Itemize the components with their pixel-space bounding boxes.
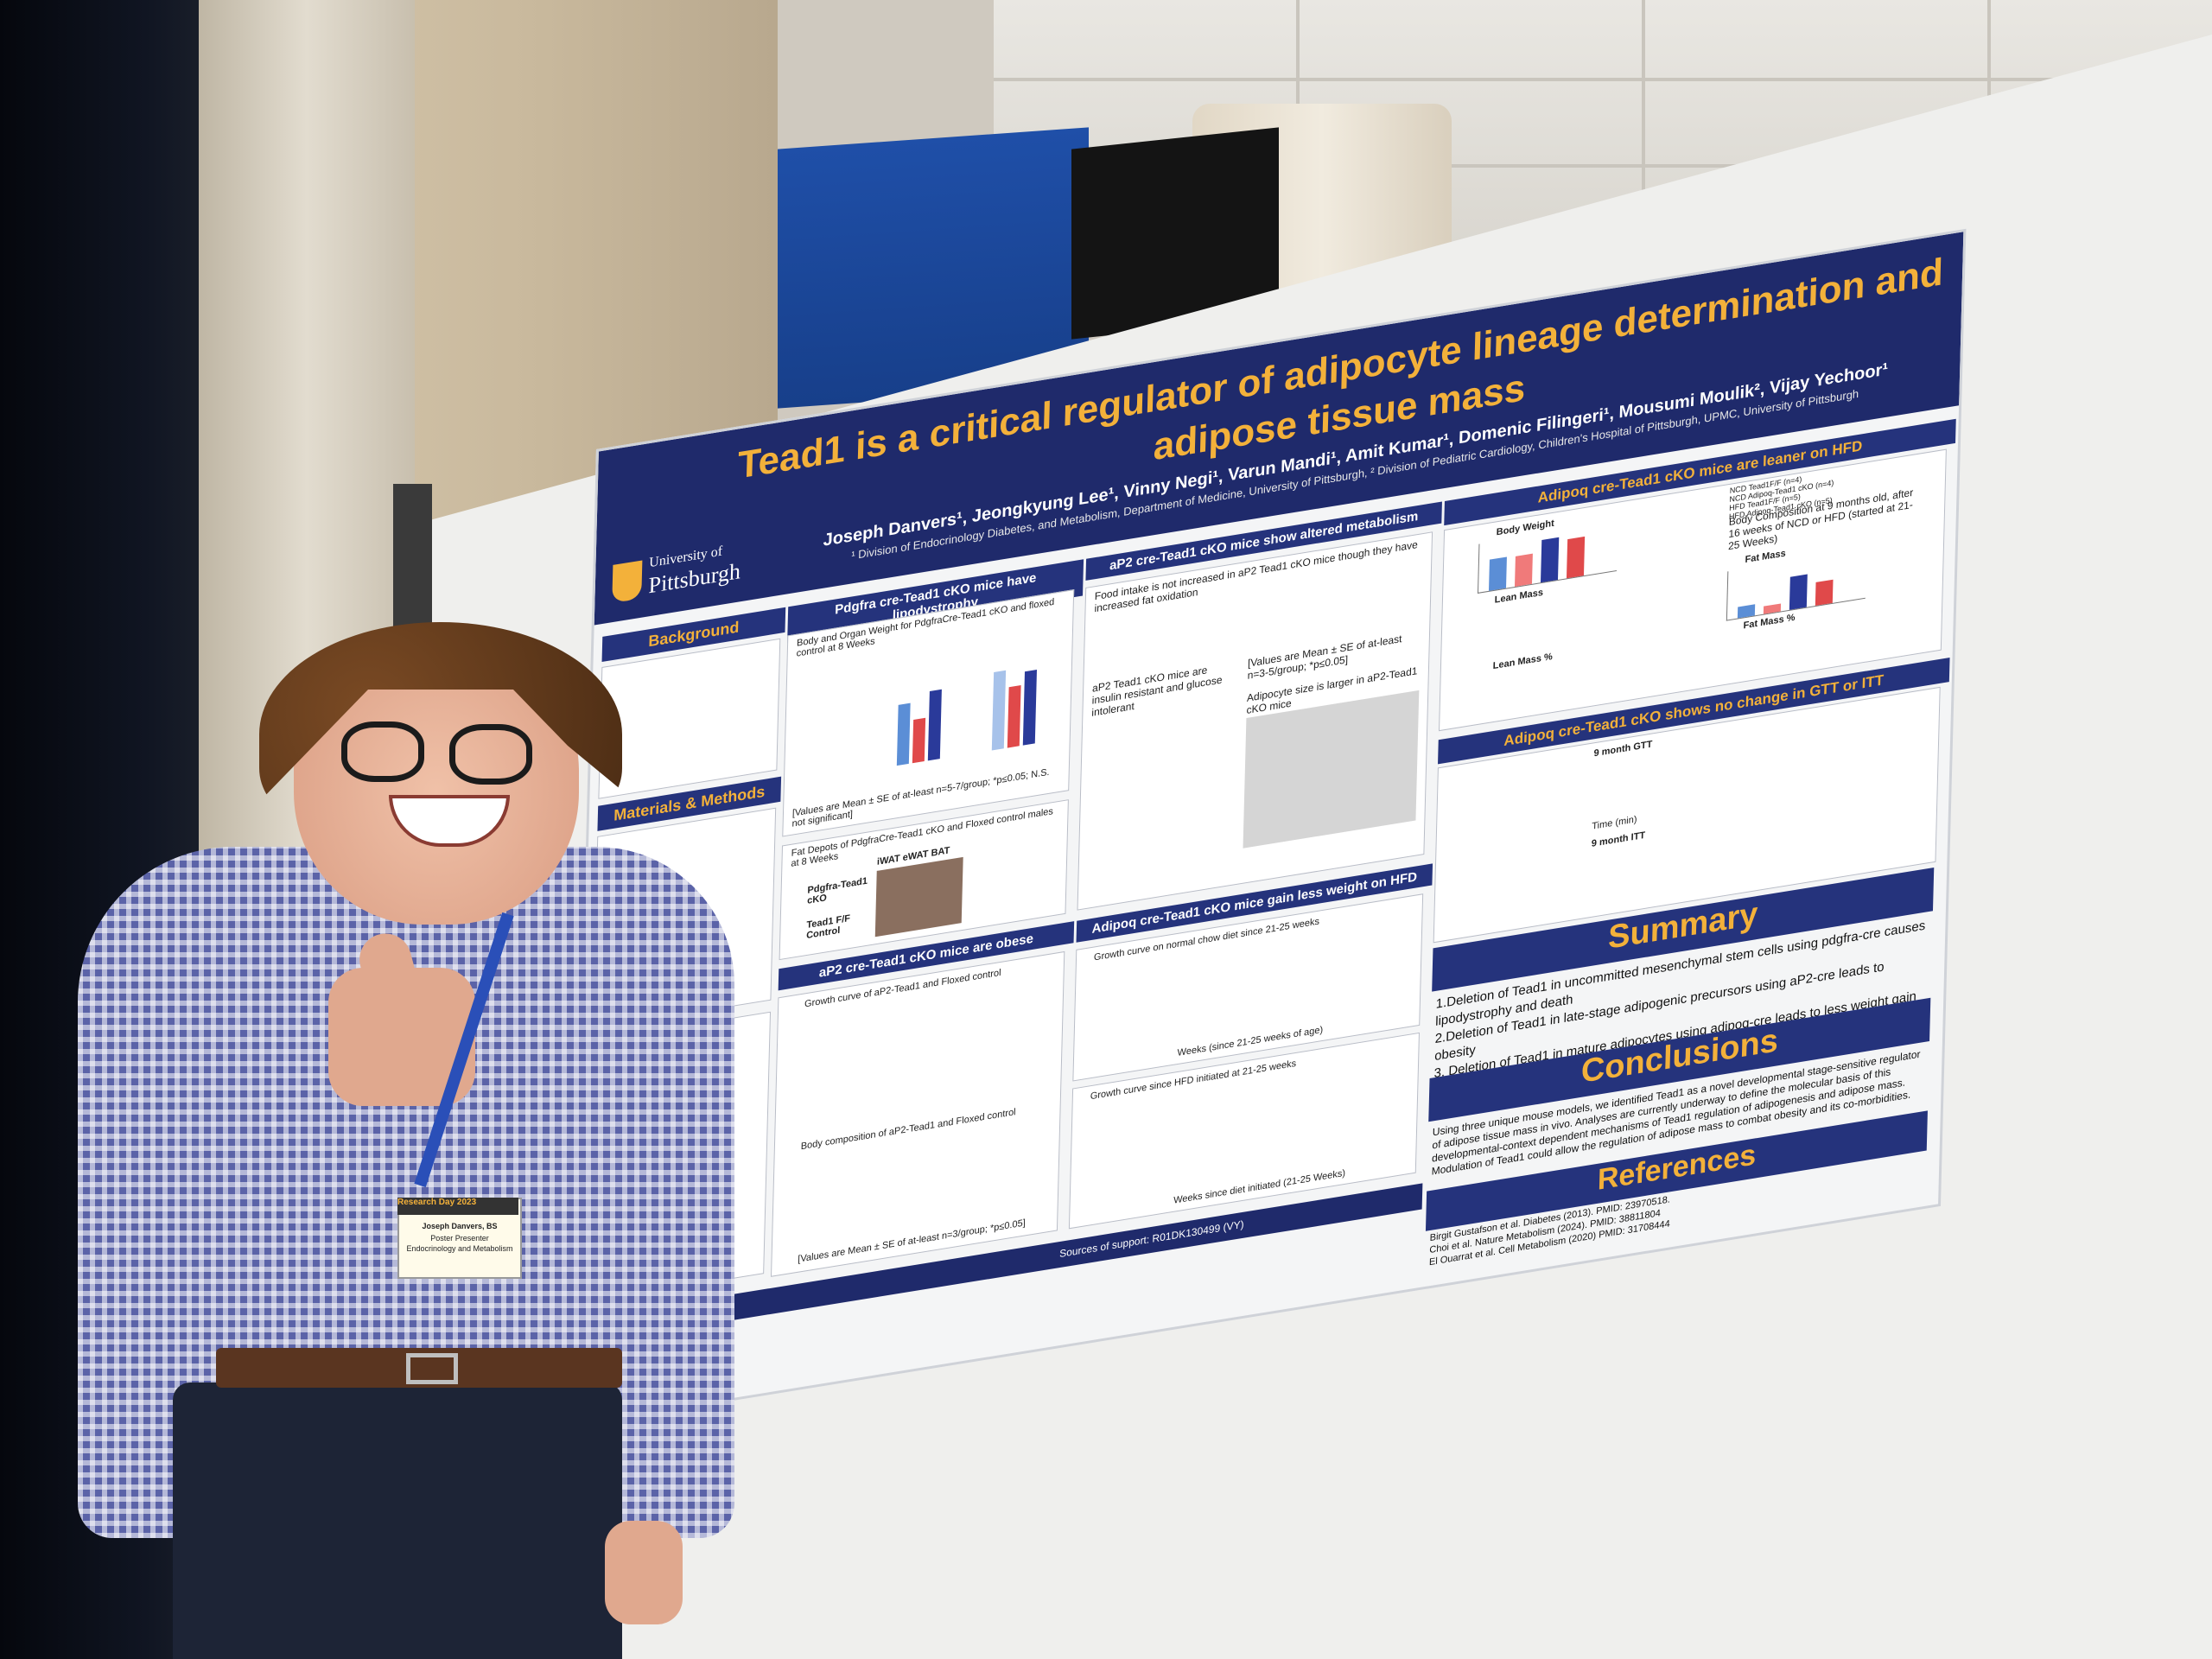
ap2-metab-box: Food intake is not increased in aP2 Tead… <box>1077 531 1433 911</box>
background-text-box <box>598 638 781 799</box>
ap2-obese-box: Growth curve of aP2-Tead1 and Floxed con… <box>771 950 1065 1277</box>
bar <box>896 702 911 766</box>
time-min-label: Time (min) <box>1592 814 1637 832</box>
histology-images <box>1243 690 1420 849</box>
lean-mass-label: Lean Mass <box>1494 587 1544 606</box>
itt-label: 9 month ITT <box>1591 830 1646 849</box>
bar <box>927 689 942 761</box>
chart-bar <box>1737 603 1756 619</box>
chart-bar <box>1566 537 1586 579</box>
tead1-control-label: Tead1 F/F Control <box>805 912 851 942</box>
bar <box>1022 670 1038 746</box>
body-comp-ap2-caption: Body composition of aP2-Tead1 and Floxed… <box>800 1107 1016 1153</box>
badge-dept: Endocrinology and Metabolism <box>406 1244 513 1253</box>
lean-mass-pct-label: Lean Mass % <box>1492 651 1553 672</box>
chart-bar <box>1514 553 1533 588</box>
insulin-caption: aP2 Tead1 cKO mice are insulin resistant… <box>1091 664 1223 719</box>
belt-buckle <box>406 1353 458 1384</box>
glasses-left-lens <box>341 721 424 782</box>
bar <box>1007 684 1021 748</box>
bar <box>912 717 926 764</box>
chart-bar <box>1789 574 1808 610</box>
person-right-hand <box>605 1521 683 1624</box>
chart-bar <box>1540 537 1560 583</box>
gtt-label: 9 month GTT <box>1593 739 1653 760</box>
chart-bar <box>1489 556 1507 591</box>
shield-icon <box>612 560 643 604</box>
chart-bar <box>1815 579 1834 607</box>
bar <box>991 670 1007 751</box>
pdgfra-cko-label: Pdgfra-Tead1 cKO <box>807 875 868 906</box>
badge-name: Joseph Danvers, BS <box>422 1222 498 1230</box>
chart-bar <box>1763 603 1782 614</box>
badge-event: Research Day 2023 <box>397 1198 518 1215</box>
person-pants <box>173 1382 622 1659</box>
depot-photo <box>874 856 963 938</box>
glasses-right-lens <box>449 724 532 785</box>
badge-role: Poster Presenter <box>430 1234 489 1243</box>
